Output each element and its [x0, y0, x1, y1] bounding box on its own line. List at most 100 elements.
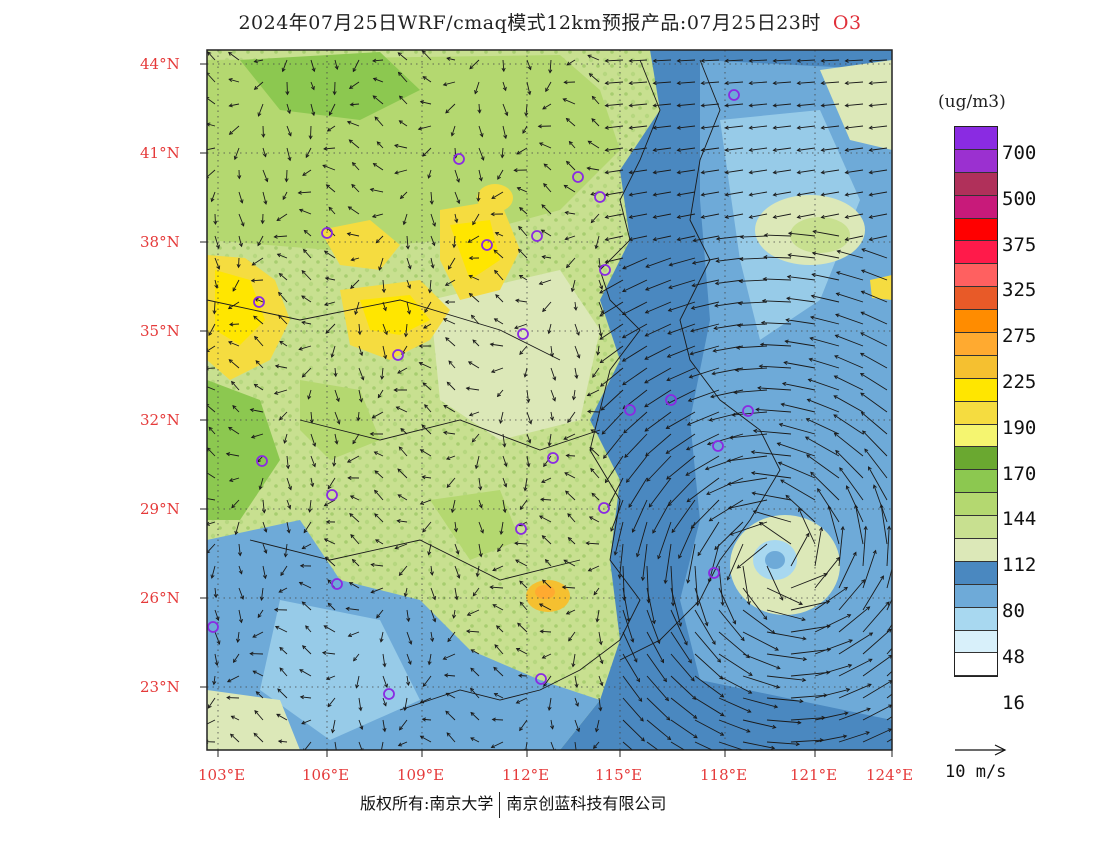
wind-vector — [566, 59, 576, 66]
wind-vector — [564, 184, 576, 193]
wind-vector — [869, 147, 888, 151]
wind-arrowhead — [628, 147, 633, 153]
wind-vector — [622, 741, 633, 750]
wind-vector — [595, 235, 600, 249]
wind-vector — [596, 609, 600, 622]
wind-arrowhead — [312, 463, 316, 468]
wind-arrowhead — [860, 269, 866, 274]
wind-arrowhead — [526, 398, 531, 404]
wind-vector — [786, 319, 816, 325]
wind-arrowhead — [354, 310, 359, 316]
wind-vector — [519, 719, 528, 731]
wind-vector — [495, 294, 504, 303]
wind-vector — [653, 191, 672, 196]
wind-vector — [542, 103, 552, 110]
wind-vector — [757, 387, 792, 391]
wind-vector — [502, 81, 507, 91]
wind-vector — [424, 404, 432, 413]
wind-vector — [869, 103, 888, 107]
wind-vector — [302, 645, 312, 655]
wind-vector — [214, 653, 218, 666]
wind-vector — [334, 367, 337, 377]
lon-label-109: 109°E — [397, 766, 445, 784]
wind-vector — [591, 493, 600, 501]
wind-vector — [797, 125, 816, 129]
wind-vector — [253, 733, 264, 743]
wind-vector — [766, 675, 806, 681]
wind-arrowhead — [604, 103, 609, 108]
wind-vector — [542, 653, 552, 659]
wind-arrowhead — [686, 579, 691, 584]
wind-vector — [231, 715, 240, 721]
wind-arrowhead — [299, 563, 305, 568]
wind-arrowhead — [253, 383, 258, 388]
wind-arrowhead — [226, 678, 232, 683]
wind-arrowhead — [683, 641, 688, 646]
wind-vector — [714, 301, 744, 307]
wind-vector — [253, 670, 264, 677]
wind-arrowhead — [374, 539, 380, 544]
wind-arrowhead — [372, 163, 377, 167]
wind-vector — [428, 169, 432, 179]
wind-arrowhead — [474, 90, 479, 95]
wind-vector — [286, 103, 291, 114]
wind-arrowhead — [540, 479, 546, 483]
wind-arrowhead — [228, 341, 233, 345]
wind-vector — [706, 477, 744, 495]
station-marker — [256, 455, 268, 467]
wind-arrowhead — [688, 374, 693, 379]
legend-swatch — [955, 607, 997, 631]
wind-vector — [492, 718, 504, 721]
wind-arrowhead — [835, 449, 840, 454]
wind-arrowhead — [676, 81, 681, 86]
wind-vector — [394, 144, 408, 149]
wind-vector — [785, 495, 816, 523]
wind-vector — [601, 411, 624, 435]
wind-arrowhead — [854, 504, 859, 509]
wind-vector — [472, 339, 480, 347]
wind-vector — [524, 477, 528, 491]
wind-arrowhead — [479, 133, 484, 138]
wind-arrowhead — [456, 199, 461, 205]
wind-arrowhead — [216, 265, 221, 270]
wind-vector — [714, 521, 744, 550]
wind-vector — [540, 630, 552, 633]
legend-swatch — [955, 149, 997, 173]
wind-arrowhead — [700, 58, 705, 63]
wind-arrowhead — [307, 395, 312, 400]
copyright-company: 南京创蓝科技有限公司 — [506, 794, 667, 813]
wind-arrowhead — [515, 559, 520, 564]
wind-vector — [323, 625, 336, 633]
wind-vector — [356, 675, 360, 688]
wind-arrowhead — [872, 484, 877, 489]
wind-arrowhead — [598, 640, 603, 646]
legend-swatch — [955, 493, 997, 517]
wind-arrowhead — [588, 516, 594, 521]
wind-vector — [861, 412, 888, 435]
wind-vector — [677, 103, 696, 107]
wind-vector — [845, 169, 864, 174]
wind-vector — [214, 235, 220, 249]
wind-vector — [451, 499, 456, 513]
wind-vector — [382, 697, 387, 706]
wind-arrowhead — [575, 751, 578, 754]
wind-arrowhead — [763, 255, 768, 260]
wind-vector — [593, 587, 600, 595]
wind-arrowhead — [494, 231, 500, 236]
wind-vector — [445, 279, 456, 286]
wind-arrowhead — [781, 381, 787, 386]
wind-arrowhead — [595, 618, 600, 623]
wind-vector — [254, 59, 264, 63]
wind-arrowhead — [238, 242, 243, 248]
wind-vector — [598, 675, 603, 686]
wind-arrowhead — [783, 360, 788, 365]
wind-arrowhead — [394, 143, 399, 148]
wind-vector — [645, 301, 672, 314]
wind-arrowhead — [796, 103, 801, 108]
wind-arrowhead — [495, 294, 500, 299]
wind-arrowhead — [644, 286, 650, 291]
wind-vector — [687, 411, 720, 426]
wind-arrowhead — [538, 281, 544, 285]
wind-vector — [587, 410, 600, 413]
wind-vector — [790, 739, 824, 743]
